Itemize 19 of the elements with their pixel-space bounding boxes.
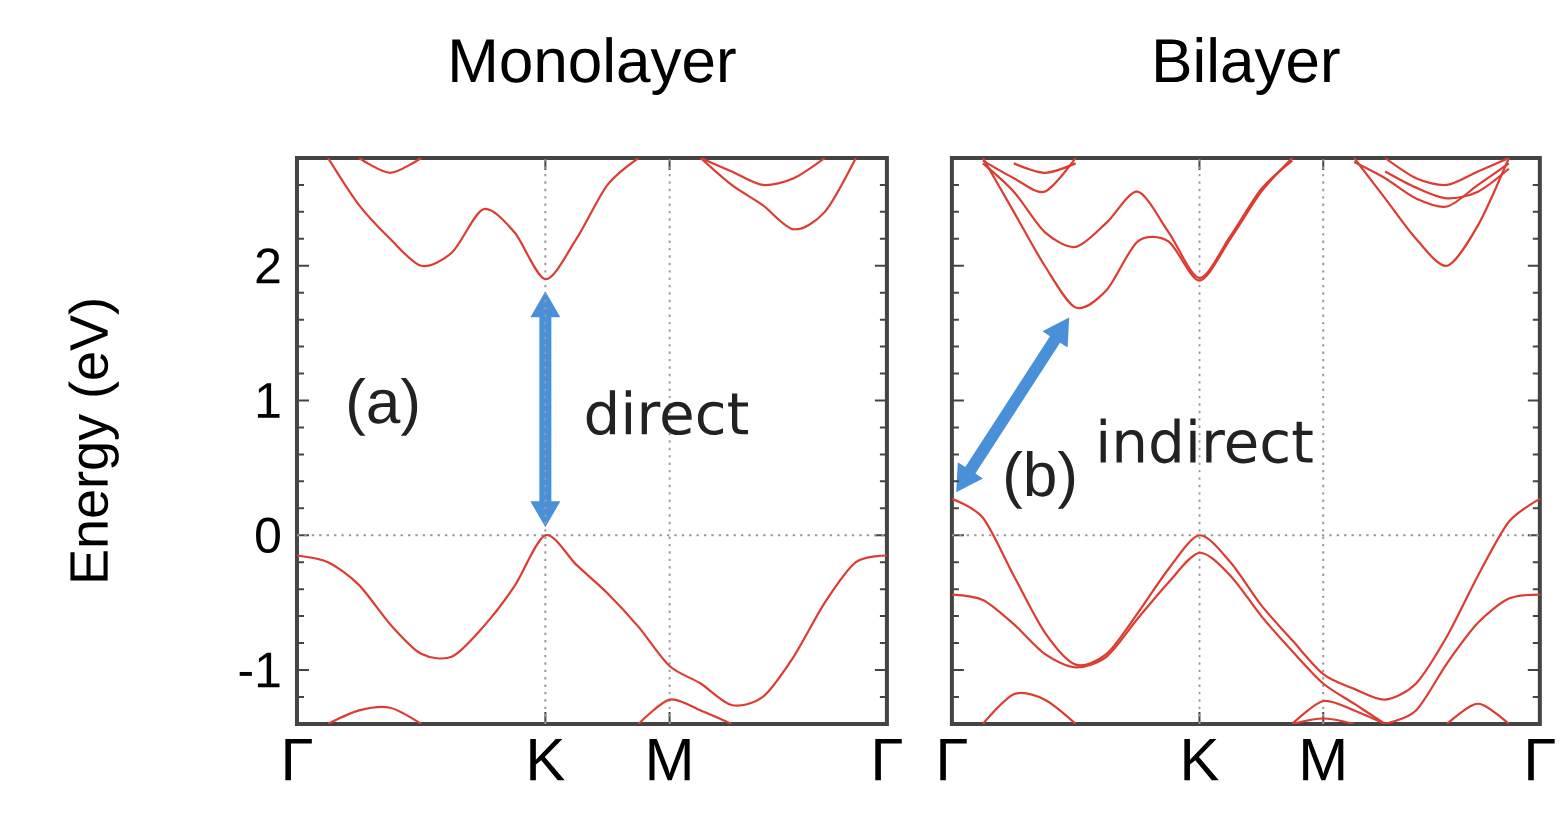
y-tick-label: 0 (256, 517, 280, 554)
x-tick-label: Γ (875, 739, 902, 781)
y-tick-label: -1 (239, 652, 280, 688)
x-tick-label: Γ (285, 739, 312, 781)
x-tick-label: M (1303, 739, 1344, 781)
y-tick-label: 1 (257, 383, 280, 418)
x-tick-label: K (530, 739, 565, 781)
x-tick-label: Γ (940, 739, 967, 781)
x-tick-label: M (649, 739, 690, 781)
y-axis-title: Energy (eV) (68, 300, 119, 581)
annotation: (a) (349, 378, 418, 436)
annotation: (b) (1006, 451, 1075, 509)
annotation: indirect (1100, 418, 1313, 464)
chart-title: Bilayer (1156, 37, 1340, 95)
y-tick-label: 2 (256, 248, 280, 284)
x-tick-label: K (1184, 739, 1219, 781)
chart-title: Monolayer (452, 37, 736, 95)
x-tick-label: Γ (1528, 739, 1555, 781)
annotation: direct (586, 390, 748, 436)
